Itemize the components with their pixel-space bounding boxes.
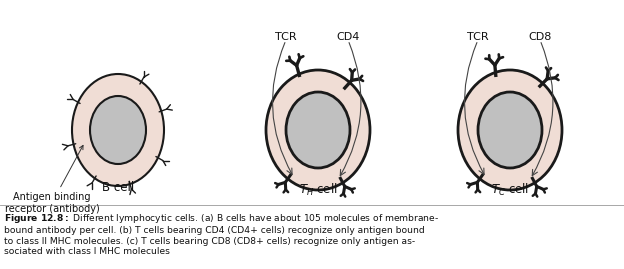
Text: $\bf{Figure\ 12.8:}$ Different lymphocytic cells. (a) B cells have about 105 mol: $\bf{Figure\ 12.8:}$ Different lymphocyt… [4,212,439,256]
Ellipse shape [266,70,370,190]
Text: B cell: B cell [102,181,134,194]
Ellipse shape [478,92,542,168]
Text: TCR: TCR [467,32,489,42]
Ellipse shape [90,96,146,164]
Ellipse shape [458,70,562,190]
Text: TCR: TCR [275,32,297,42]
Text: CD4: CD4 [336,32,359,42]
Text: $T_H$ cell: $T_H$ cell [299,182,338,198]
Ellipse shape [286,92,350,168]
Text: $T_C$ cell: $T_C$ cell [491,182,529,198]
Text: CD8: CD8 [529,32,552,42]
Text: Antigen binding
receptor (antibody): Antigen binding receptor (antibody) [4,146,99,214]
Ellipse shape [72,74,164,186]
